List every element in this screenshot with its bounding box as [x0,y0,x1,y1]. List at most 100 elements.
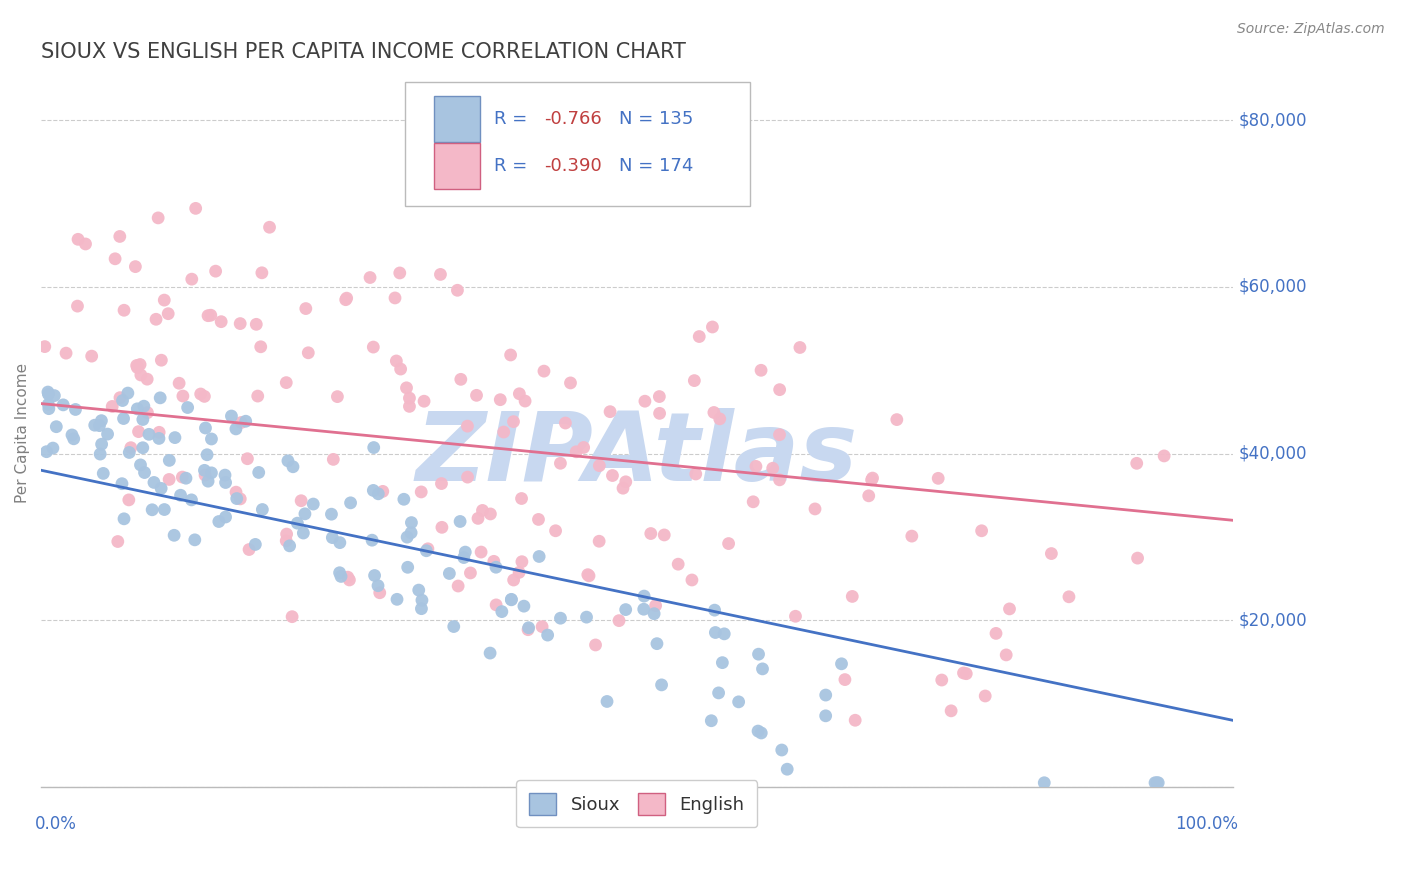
Point [1126,551,1149,566]
Point [371,484,394,499]
Point [517,623,540,637]
Point [292,526,315,541]
Point [148,425,170,440]
Point [104,252,127,266]
Point [416,541,439,556]
Point [136,372,159,386]
Point [770,743,793,757]
Point [513,394,536,409]
Point [748,647,770,661]
Point [927,471,949,485]
Point [492,425,515,439]
Point [998,602,1021,616]
Point [392,492,415,507]
Point [467,511,489,525]
Point [184,202,207,216]
Point [197,309,219,323]
Point [862,471,884,485]
Point [118,445,141,459]
Text: Source: ZipAtlas.com: Source: ZipAtlas.com [1237,22,1385,37]
Point [294,507,316,521]
Point [129,368,152,382]
Point [1147,776,1170,790]
Point [751,662,773,676]
Point [388,266,411,280]
Point [447,579,470,593]
Point [399,525,422,540]
Point [939,704,962,718]
Point [281,609,304,624]
Point [479,507,502,521]
Point [768,473,790,487]
Point [111,393,134,408]
Point [367,487,389,501]
Point [89,447,111,461]
Text: $20,000: $20,000 [1239,611,1308,629]
Point [785,609,807,624]
Point [129,358,152,372]
Point [401,516,423,530]
Point [326,390,349,404]
Point [860,473,883,487]
Point [208,515,231,529]
Point [339,573,361,587]
Point [246,389,269,403]
Point [648,406,671,420]
Point [281,459,304,474]
Point [886,412,908,426]
Text: R =: R = [494,110,533,128]
Point [336,570,359,584]
FancyBboxPatch shape [405,82,749,206]
Point [499,348,522,362]
Point [510,491,533,506]
Point [37,397,59,411]
Point [276,376,298,390]
Point [527,512,550,526]
Point [711,656,734,670]
Point [66,299,89,313]
Point [470,545,492,559]
Point [804,502,827,516]
Point [607,614,630,628]
Text: N = 135: N = 135 [619,110,693,128]
Point [688,329,710,343]
Y-axis label: Per Capita Income: Per Capita Income [15,363,30,503]
Point [90,414,112,428]
Point [841,590,863,604]
Point [408,583,430,598]
Point [290,493,312,508]
Point [55,346,77,360]
Point [634,394,657,409]
Point [614,602,637,616]
Point [588,534,610,549]
Point [576,567,599,582]
Point [703,603,725,617]
Point [439,566,461,581]
Point [531,620,554,634]
Point [136,406,159,420]
Point [42,441,65,455]
Point [118,492,141,507]
Point [90,437,112,451]
Point [278,539,301,553]
Point [844,713,866,727]
Point [329,566,352,580]
Point [302,497,325,511]
Point [648,390,671,404]
Point [465,388,488,402]
Point [107,534,129,549]
Point [157,453,180,467]
Point [80,349,103,363]
Point [259,220,281,235]
Point [485,598,508,612]
Point [479,646,502,660]
Point [596,694,619,708]
Point [295,301,318,316]
Point [707,686,730,700]
Point [513,599,536,614]
Point [560,376,582,390]
Point [245,318,267,332]
Point [322,452,344,467]
Point [502,415,524,429]
Text: N = 174: N = 174 [619,157,693,175]
